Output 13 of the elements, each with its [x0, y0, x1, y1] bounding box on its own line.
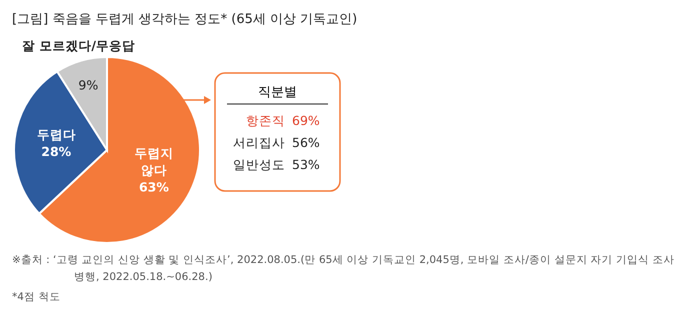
slice-label: 잘 모르겠다/무응답 — [22, 38, 135, 53]
text: 일반성도 53% — [233, 157, 320, 172]
data-label: 9% — [78, 78, 98, 93]
text: *4점 척도 — [12, 290, 60, 304]
data-label: 28% — [41, 144, 72, 160]
text: 서리집사 56% — [233, 135, 320, 150]
text: ※출처 : ‘고령 교인의 신앙 생활 및 인식조사’, 2022.08.05.(만 65세 이상 기독교인 2,045명, 모바일 조사/종이 설문지 자기 기입식 조사 병행, 2022.05.18.~06.28.) — [12, 253, 676, 285]
slice-label: 두렵다 — [36, 127, 76, 142]
text: 항존직 69% — [246, 113, 320, 128]
chart-title: [그림] 죽음을 두렵게 생각하는 정도* (65세 이상 기독교인) — [12, 11, 358, 28]
data-label: 63% — [138, 179, 170, 194]
slice-label: 두렵지 않다 — [134, 145, 174, 178]
text: 직분별 — [258, 85, 297, 100]
